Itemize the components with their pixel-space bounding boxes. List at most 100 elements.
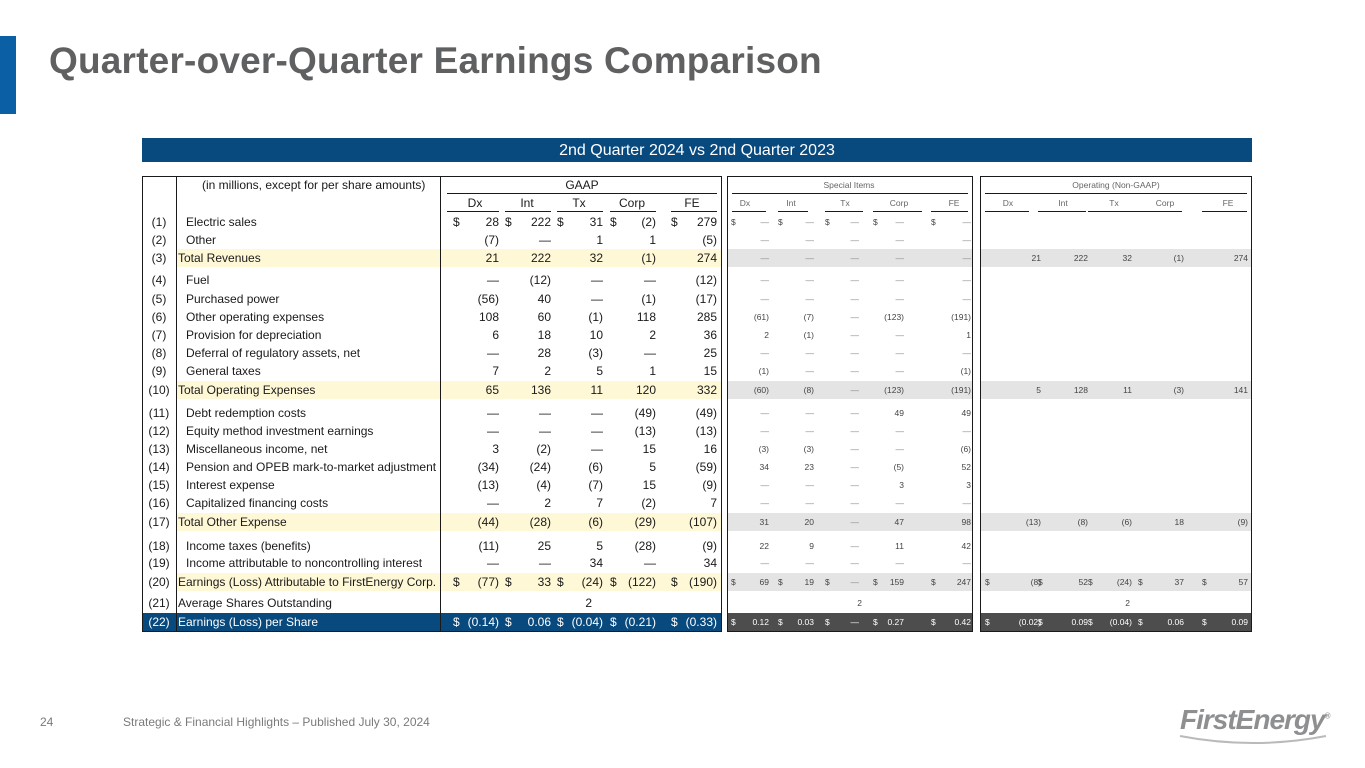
logo-registered-mark: ® bbox=[1324, 711, 1331, 721]
table-rule bbox=[671, 211, 717, 212]
operating-value-tx: 32 bbox=[1122, 253, 1132, 263]
operating-value-tx: (24) bbox=[1116, 577, 1132, 587]
special-value-int: — bbox=[805, 426, 815, 436]
total-row-band bbox=[727, 381, 973, 399]
dollar-sign: $ bbox=[610, 615, 617, 629]
table-subtitle: 2nd Quarter 2024 vs 2nd Quarter 2023 bbox=[142, 138, 1252, 162]
table-rule bbox=[1202, 211, 1247, 212]
gaap-value-corp: 2 bbox=[649, 328, 656, 342]
dollar-sign: $ bbox=[453, 575, 460, 589]
dollar-sign: $ bbox=[778, 217, 783, 227]
gaap-value-fe: (190) bbox=[688, 575, 717, 589]
table-rule bbox=[931, 211, 968, 212]
gaap-value-int: (12) bbox=[529, 273, 551, 287]
special-value-tx: — bbox=[850, 275, 860, 285]
row-label: Deferral of regulatory assets, net bbox=[186, 346, 361, 360]
gaap-value-int: 25 bbox=[537, 539, 551, 553]
group-header-gaap: GAAP bbox=[565, 178, 599, 192]
special-value-corp: — bbox=[895, 426, 905, 436]
total-row-band bbox=[980, 513, 1252, 531]
gaap-value-dx: (7) bbox=[484, 233, 499, 247]
dollar-sign: $ bbox=[557, 615, 564, 629]
special-value-dx: — bbox=[760, 558, 770, 568]
gaap-value-corp: — bbox=[644, 346, 656, 360]
row-label: Pension and OPEB mark-to-market adjustme… bbox=[186, 460, 437, 474]
special-value-fe: 49 bbox=[961, 408, 971, 418]
line-number: (13) bbox=[148, 442, 170, 456]
gaap-value-corp: (2) bbox=[641, 215, 656, 229]
gaap-value-dx: 28 bbox=[485, 215, 499, 229]
table-rule bbox=[727, 176, 973, 177]
table-rule bbox=[980, 176, 1252, 177]
special-value-fe: — bbox=[962, 275, 972, 285]
special-value-corp: — bbox=[895, 253, 905, 263]
gaap-value-tx: 32 bbox=[589, 251, 603, 265]
operating-shares: 2 bbox=[1125, 598, 1130, 608]
special-value-tx: — bbox=[850, 235, 860, 245]
dollar-sign: $ bbox=[931, 217, 936, 227]
special-col-tx: Tx bbox=[840, 198, 850, 208]
special-col-fe: FE bbox=[948, 198, 960, 208]
special-value-int: — bbox=[805, 217, 815, 227]
total-row-band bbox=[980, 249, 1252, 267]
dollar-sign: $ bbox=[610, 215, 617, 229]
dollar-sign: $ bbox=[1038, 617, 1043, 627]
special-value-corp: — bbox=[895, 275, 905, 285]
dollar-sign: $ bbox=[1202, 577, 1207, 587]
dollar-sign: $ bbox=[873, 217, 878, 227]
line-number: (3) bbox=[151, 251, 167, 265]
dollar-sign: $ bbox=[1202, 617, 1207, 627]
gaap-value-fe: 279 bbox=[696, 215, 717, 229]
table-rule bbox=[778, 211, 808, 212]
table-rule bbox=[447, 193, 717, 194]
operating-value-tx: 11 bbox=[1123, 385, 1132, 395]
special-value-dx: 31 bbox=[759, 517, 769, 527]
gaap-value-int: 60 bbox=[537, 310, 551, 324]
gaap-col-dx: Dx bbox=[467, 196, 483, 210]
row-label: Debt redemption costs bbox=[186, 406, 307, 420]
total-row-band bbox=[727, 513, 973, 531]
earnings-comparison-table: (in millions, except for per share amoun… bbox=[142, 176, 1252, 632]
line-number: (9) bbox=[151, 364, 167, 378]
operating-value-dx: (8) bbox=[1030, 577, 1041, 587]
special-value-corp: 49 bbox=[894, 408, 904, 418]
operating-value-int: (8) bbox=[1077, 517, 1088, 527]
special-value-int: — bbox=[805, 294, 815, 304]
special-value-fe: — bbox=[962, 235, 972, 245]
operating-value-dx: (0.02) bbox=[1018, 617, 1041, 627]
gaap-value-int: — bbox=[539, 406, 551, 420]
special-value-corp: — bbox=[895, 348, 905, 358]
special-value-dx: (3) bbox=[758, 444, 769, 454]
gaap-value-fe: 332 bbox=[696, 383, 717, 397]
total-row-band bbox=[177, 513, 441, 531]
total-row-band bbox=[177, 573, 441, 591]
special-value-fe: 1 bbox=[966, 330, 971, 340]
total-row-band bbox=[440, 513, 721, 531]
gaap-value-dx: 6 bbox=[492, 328, 499, 342]
special-value-tx: — bbox=[850, 498, 860, 508]
table-rule bbox=[985, 193, 1247, 194]
gaap-value-tx: — bbox=[591, 273, 603, 287]
gaap-value-corp: (13) bbox=[634, 424, 656, 438]
special-value-corp: — bbox=[895, 366, 905, 376]
dollar-sign: $ bbox=[1138, 617, 1143, 627]
operating-value-dx: (13) bbox=[1025, 517, 1041, 527]
special-value-corp: — bbox=[895, 217, 905, 227]
gaap-value-tx: — bbox=[591, 292, 603, 306]
gaap-value-dx: 3 bbox=[492, 442, 499, 456]
gaap-value-int: 222 bbox=[530, 215, 551, 229]
operating-value-fe: (9) bbox=[1237, 517, 1248, 527]
total-row-band bbox=[980, 573, 1252, 591]
operating-value-tx: (6) bbox=[1121, 517, 1132, 527]
dollar-sign: $ bbox=[671, 215, 678, 229]
special-value-dx: — bbox=[760, 217, 770, 227]
line-number: (4) bbox=[151, 273, 167, 287]
special-value-corp: (123) bbox=[884, 312, 904, 322]
special-value-dx: — bbox=[760, 235, 770, 245]
gaap-value-fe: (49) bbox=[695, 406, 717, 420]
operating-col-corp: Corp bbox=[1155, 198, 1175, 208]
row-label: Provision for depreciation bbox=[186, 328, 322, 342]
table-rule bbox=[1138, 211, 1182, 212]
dollar-sign: $ bbox=[873, 617, 878, 627]
dollar-sign: $ bbox=[671, 575, 678, 589]
